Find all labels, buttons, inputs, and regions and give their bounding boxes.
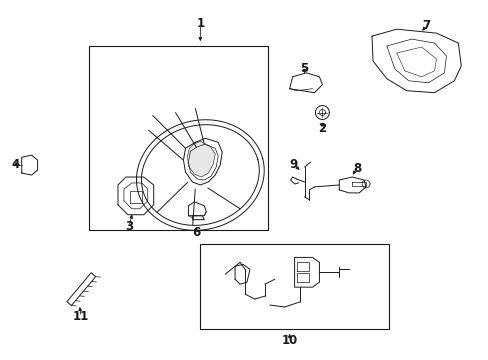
Text: 6: 6	[192, 226, 200, 239]
Text: 4: 4	[12, 158, 20, 171]
Text: 1: 1	[196, 17, 204, 30]
Polygon shape	[187, 141, 215, 177]
Text: 8: 8	[352, 162, 361, 175]
Text: 10: 10	[281, 334, 297, 347]
Text: 3: 3	[124, 220, 133, 233]
Text: 11: 11	[73, 310, 89, 323]
Text: 7: 7	[422, 19, 430, 32]
Text: 2: 2	[318, 122, 326, 135]
Text: 9: 9	[289, 158, 297, 171]
Text: 5: 5	[300, 62, 308, 75]
